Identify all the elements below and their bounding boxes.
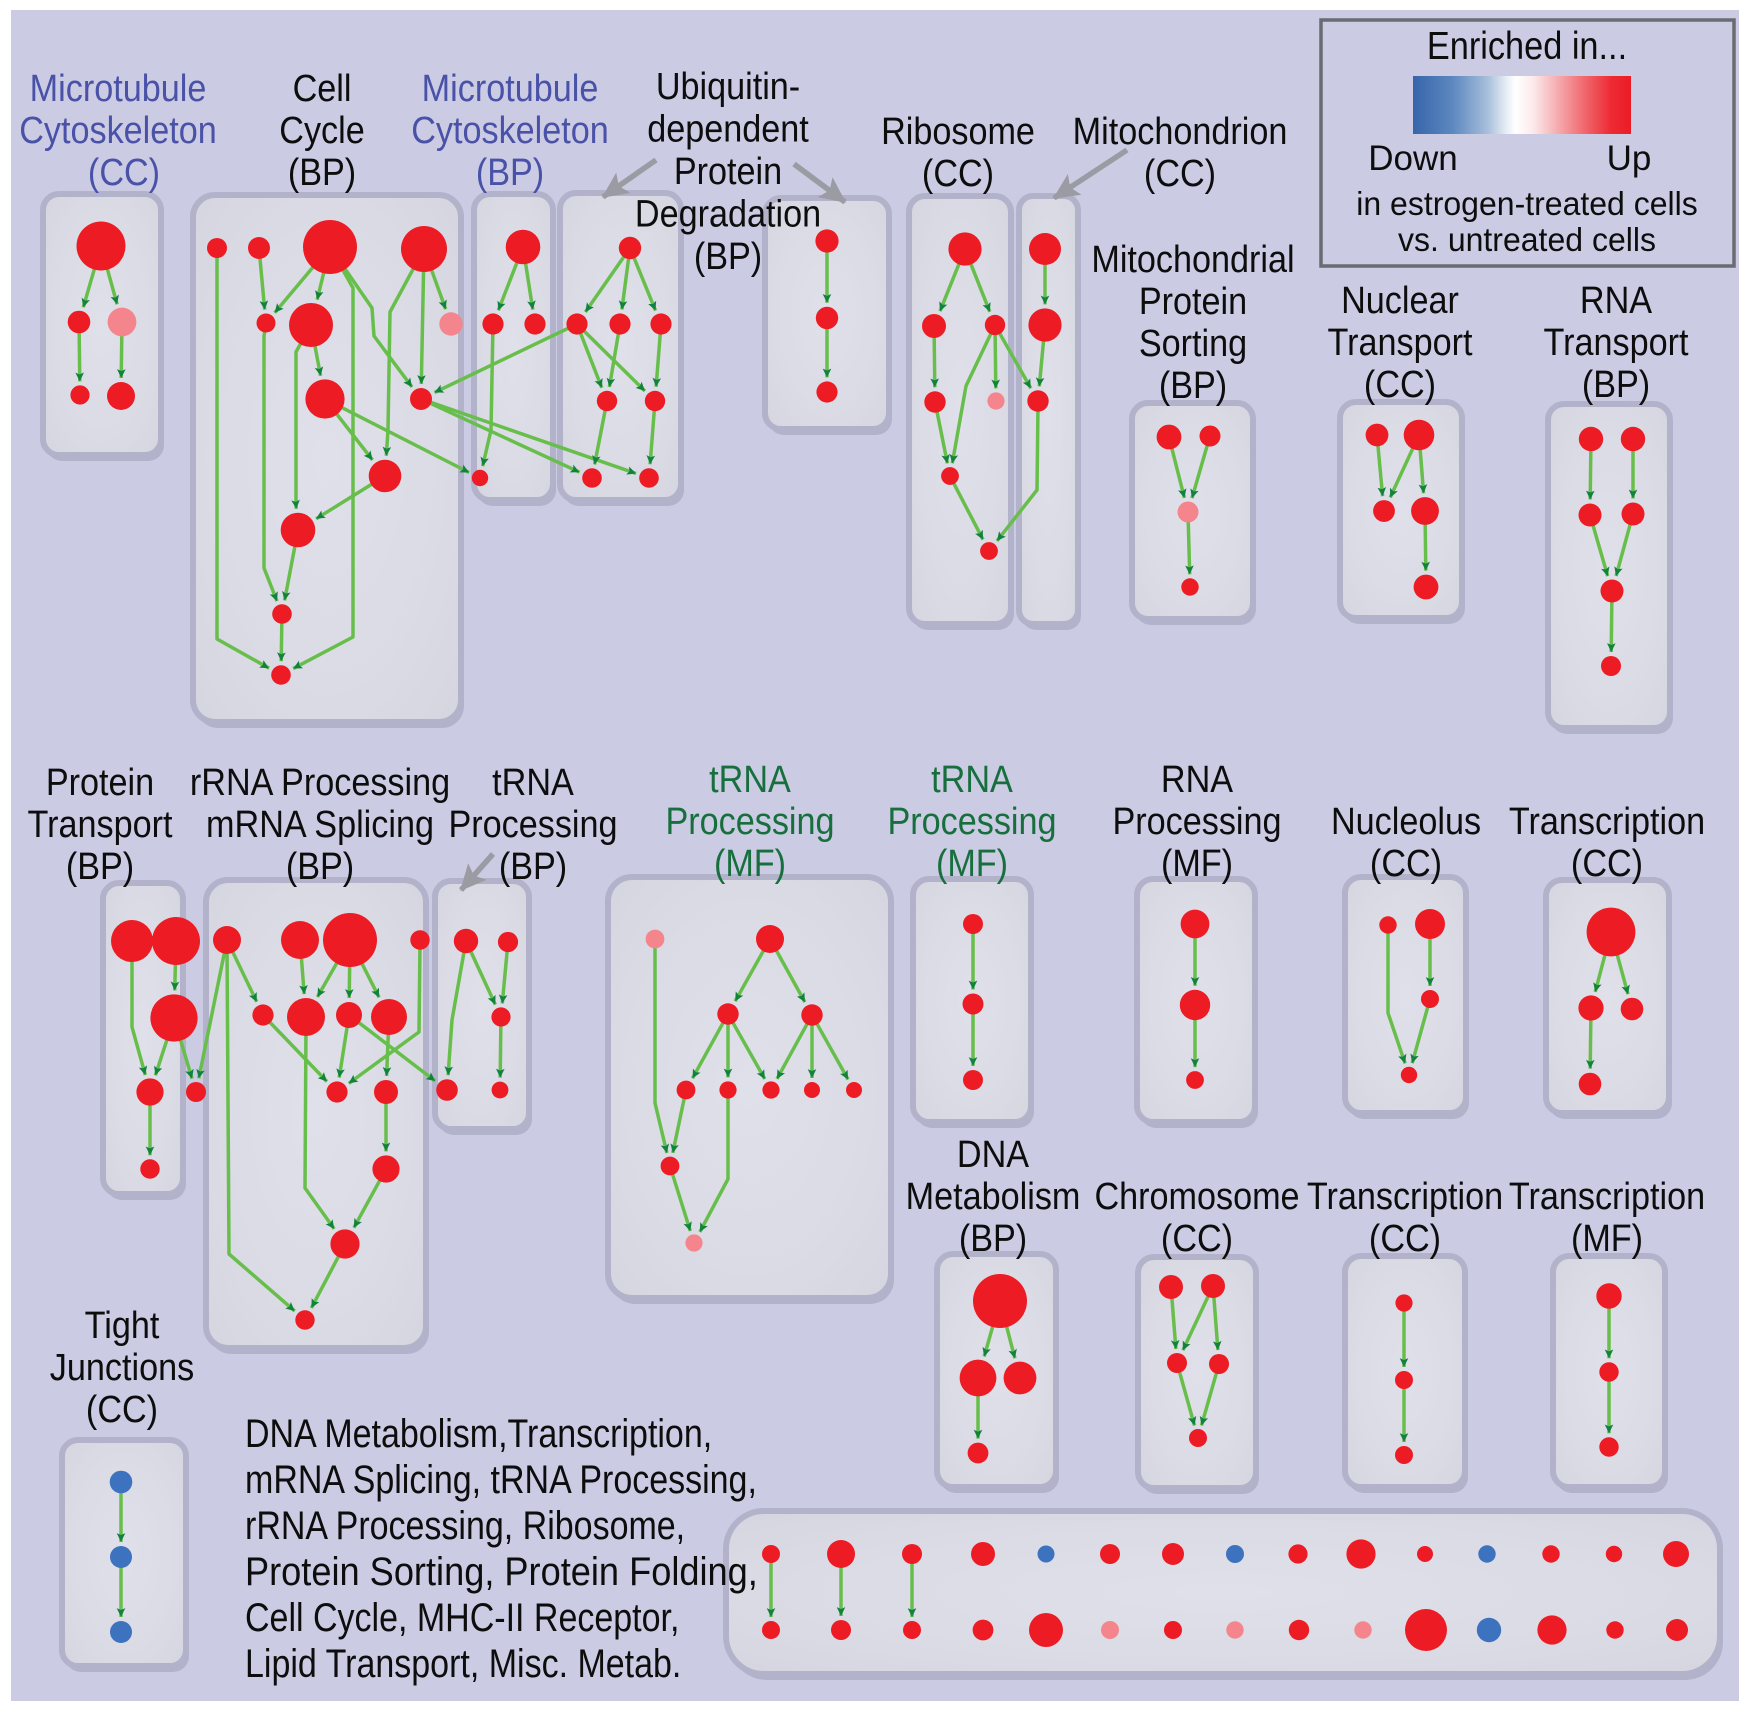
- svg-text:Transport: Transport: [1328, 320, 1473, 363]
- svg-text:(BP): (BP): [288, 150, 356, 193]
- svg-text:Enriched in...: Enriched in...: [1427, 24, 1627, 68]
- svg-text:vs. untreated cells: vs. untreated cells: [1398, 222, 1656, 259]
- svg-text:Protein: Protein: [46, 760, 154, 803]
- svg-text:Lipid Transport, Misc. Metab.: Lipid Transport, Misc. Metab.: [245, 1640, 681, 1685]
- svg-text:(CC): (CC): [1370, 841, 1442, 884]
- svg-text:(MF): (MF): [936, 841, 1008, 884]
- svg-text:Microtubule: Microtubule: [422, 66, 599, 109]
- svg-text:(BP): (BP): [1159, 363, 1227, 406]
- svg-text:DNA: DNA: [957, 1132, 1030, 1175]
- svg-text:RNA: RNA: [1580, 278, 1653, 321]
- svg-text:(BP): (BP): [286, 844, 354, 887]
- svg-text:in estrogen-treated cells: in estrogen-treated cells: [1356, 186, 1698, 223]
- svg-text:(MF): (MF): [1161, 841, 1233, 884]
- svg-text:rRNA Processing: rRNA Processing: [190, 760, 450, 803]
- svg-text:Tight: Tight: [85, 1303, 160, 1346]
- svg-text:Ubiquitin-: Ubiquitin-: [656, 64, 800, 107]
- svg-text:(BP): (BP): [1582, 362, 1650, 405]
- svg-text:Chromosome: Chromosome: [1094, 1174, 1299, 1217]
- svg-text:Processing: Processing: [448, 802, 617, 845]
- svg-text:(MF): (MF): [714, 841, 786, 884]
- svg-text:Mitochondrial: Mitochondrial: [1091, 237, 1294, 280]
- svg-text:Sorting: Sorting: [1139, 321, 1247, 364]
- svg-text:Microtubule: Microtubule: [30, 66, 207, 109]
- svg-text:(BP): (BP): [476, 150, 544, 193]
- svg-text:Cycle: Cycle: [279, 108, 364, 151]
- svg-text:tRNA: tRNA: [492, 760, 575, 803]
- svg-text:Mitochondrion: Mitochondrion: [1073, 109, 1288, 152]
- svg-text:tRNA: tRNA: [931, 757, 1014, 800]
- svg-text:(CC): (CC): [1571, 841, 1643, 884]
- svg-text:Junctions: Junctions: [50, 1345, 194, 1388]
- svg-text:Processing: Processing: [1112, 799, 1281, 842]
- svg-text:Degradation: Degradation: [635, 192, 821, 235]
- svg-text:Transport: Transport: [28, 802, 173, 845]
- svg-text:Processing: Processing: [887, 799, 1056, 842]
- svg-text:(CC): (CC): [1364, 362, 1436, 405]
- svg-text:(CC): (CC): [1161, 1216, 1233, 1259]
- svg-text:Transcription: Transcription: [1509, 799, 1705, 842]
- svg-text:(CC): (CC): [922, 151, 994, 194]
- svg-text:(BP): (BP): [959, 1216, 1027, 1259]
- svg-text:Protein: Protein: [1139, 279, 1247, 322]
- svg-text:Cytoskeleton: Cytoskeleton: [19, 108, 217, 151]
- svg-text:Processing: Processing: [665, 799, 834, 842]
- svg-text:Up: Up: [1607, 139, 1652, 178]
- svg-text:Cytoskeleton: Cytoskeleton: [411, 108, 609, 151]
- svg-text:Transcription: Transcription: [1307, 1174, 1503, 1217]
- svg-text:rRNA Processing, Ribosome,: rRNA Processing, Ribosome,: [245, 1502, 685, 1547]
- svg-text:(CC): (CC): [88, 150, 160, 193]
- svg-text:Protein Sorting, Protein Foldi: Protein Sorting, Protein Folding,: [245, 1549, 758, 1594]
- svg-text:Nuclear: Nuclear: [1341, 278, 1459, 321]
- svg-text:Metabolism: Metabolism: [906, 1174, 1081, 1217]
- svg-text:(BP): (BP): [499, 844, 567, 887]
- svg-text:mRNA Splicing: mRNA Splicing: [206, 802, 434, 845]
- svg-text:(CC): (CC): [1369, 1216, 1441, 1259]
- svg-text:(CC): (CC): [1144, 151, 1216, 194]
- svg-text:RNA: RNA: [1161, 757, 1234, 800]
- svg-text:(BP): (BP): [694, 234, 762, 277]
- svg-text:Protein: Protein: [674, 149, 782, 192]
- svg-text:mRNA Splicing, tRNA Processing: mRNA Splicing, tRNA Processing,: [245, 1456, 757, 1501]
- svg-text:dependent: dependent: [647, 107, 809, 150]
- svg-text:DNA Metabolism,Transcription,: DNA Metabolism,Transcription,: [245, 1410, 712, 1455]
- svg-text:Ribosome: Ribosome: [881, 109, 1035, 152]
- svg-text:Down: Down: [1368, 139, 1457, 178]
- svg-text:Transcription: Transcription: [1509, 1174, 1705, 1217]
- svg-text:Cell: Cell: [293, 66, 352, 109]
- svg-text:Transport: Transport: [1544, 320, 1689, 363]
- svg-text:tRNA: tRNA: [709, 757, 792, 800]
- svg-text:Nucleolus: Nucleolus: [1331, 799, 1481, 842]
- svg-text:(MF): (MF): [1571, 1216, 1643, 1259]
- svg-text:(CC): (CC): [86, 1387, 158, 1430]
- svg-text:Cell Cycle, MHC-II Receptor,: Cell Cycle, MHC-II Receptor,: [245, 1594, 679, 1639]
- svg-text:(BP): (BP): [66, 844, 134, 887]
